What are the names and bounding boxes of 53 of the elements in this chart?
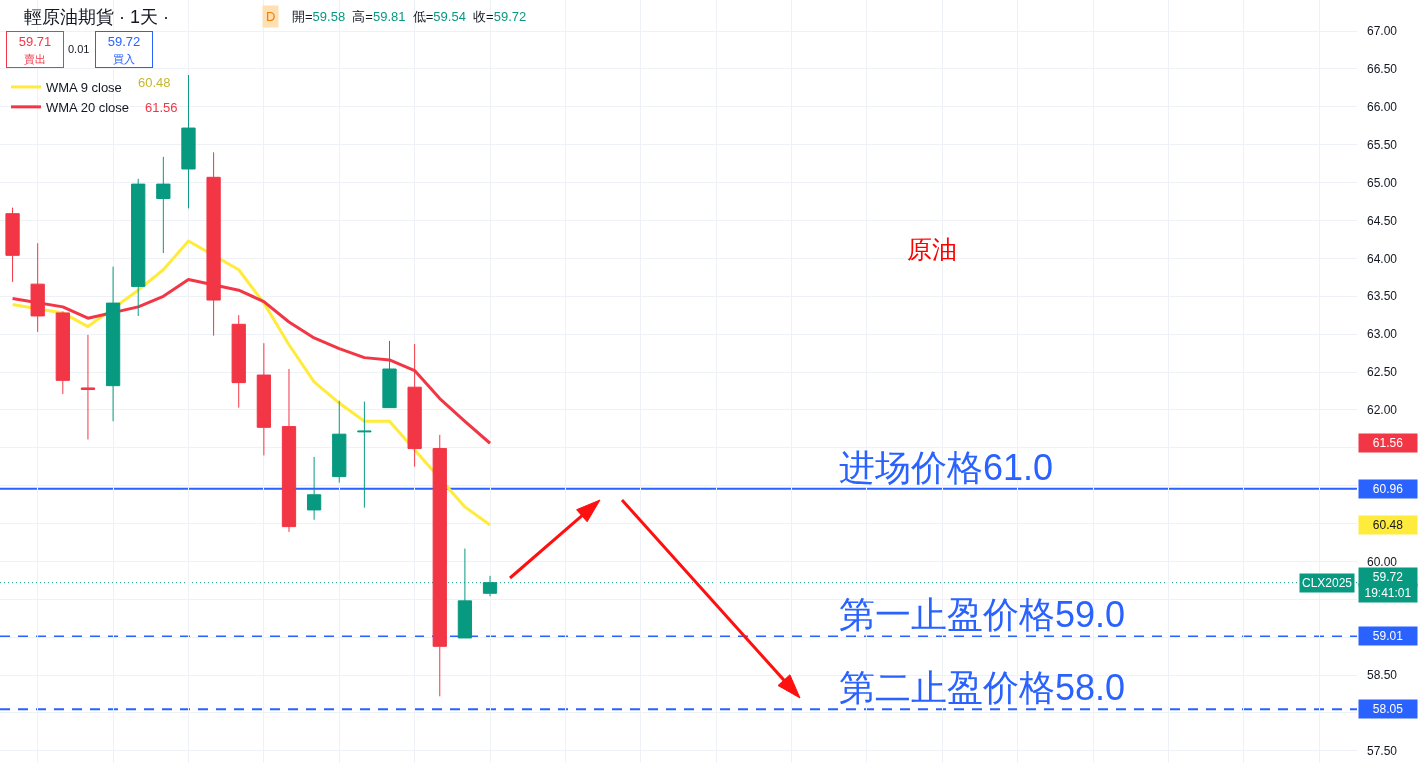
ref-line-label: 进场价格61.0 — [839, 447, 1054, 488]
ref-line-label: 第二止盈价格58.0 — [839, 667, 1126, 708]
candlestick — [181, 74, 196, 209]
text: 59.01 — [1372, 629, 1404, 643]
candlestick — [281, 368, 297, 533]
candlestick — [432, 434, 447, 697]
candlestick — [457, 548, 473, 639]
ref-line-label: CLX2025 — [1302, 576, 1353, 590]
y-tick-label: 62.50 — [1367, 365, 1398, 380]
y-tick-label: 66.00 — [1367, 100, 1398, 115]
text: 19:41:01 — [1364, 586, 1412, 600]
annotation: 59.71 賣出 — [18, 34, 52, 65]
y-tick-label: 65.00 — [1367, 175, 1398, 190]
candlestick — [80, 334, 96, 440]
legend-label: WMA 9 close — [46, 80, 122, 96]
annotation: 59.72 買入 — [107, 34, 141, 65]
y-tick-label: 63.00 — [1367, 327, 1398, 342]
y-tick-label: 62.00 — [1367, 403, 1398, 418]
text: 60.96 — [1372, 482, 1404, 496]
annotation: 0.01 — [68, 43, 90, 55]
y-tick-label: 58.50 — [1367, 668, 1398, 683]
y-tick-label: 66.50 — [1367, 62, 1398, 77]
annotation: 60.48 — [138, 75, 171, 90]
candlestick — [256, 342, 271, 456]
candlestick — [382, 340, 397, 409]
y-tick-label: 65.50 — [1367, 137, 1398, 152]
y-tick-label: 60.00 — [1367, 554, 1398, 569]
legend-label: WMA 20 close — [46, 99, 130, 115]
annotation: 原油 — [907, 236, 957, 263]
candlestick — [332, 400, 347, 484]
y-tick-label: 63.50 — [1367, 289, 1398, 304]
candlestick — [105, 266, 121, 422]
text: 開=59.58 高=59.81 低=59.54 收=59.72 — [292, 9, 527, 24]
y-tick-label: 64.00 — [1367, 251, 1398, 266]
text: 59.72 — [1372, 570, 1404, 584]
y-tick-label: 64.50 — [1367, 213, 1398, 228]
text: 60.48 — [1372, 518, 1404, 532]
candlestick — [55, 310, 70, 395]
text: 61.56 — [1372, 436, 1404, 450]
annotation: D — [266, 9, 276, 24]
candlestick — [306, 456, 322, 521]
annotation: 61.56 — [145, 100, 178, 115]
chart-title: 輕原油期貨 · 1天 · — [24, 7, 170, 28]
y-tick-label: 57.50 — [1367, 744, 1398, 759]
candlestick — [482, 575, 498, 597]
candlestick — [131, 178, 146, 317]
text: 58.05 — [1372, 702, 1404, 716]
candlestick — [231, 314, 246, 409]
y-tick-label: 67.00 — [1367, 24, 1398, 39]
candlestick — [5, 207, 20, 283]
ref-line-label: 第一止盈价格59.0 — [839, 594, 1126, 635]
candlestick — [156, 156, 171, 254]
candlestick — [357, 401, 372, 509]
